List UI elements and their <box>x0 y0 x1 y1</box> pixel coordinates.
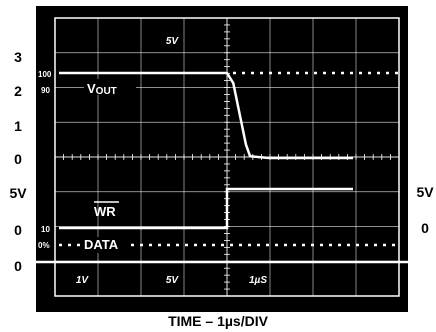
left-scale-label: 2 <box>14 83 22 99</box>
trace-vout <box>59 71 353 160</box>
x-axis-label: TIME – 1µs/DIV <box>168 313 269 329</box>
right-scale-label: 5V <box>416 184 434 200</box>
left-scale: 3 2 1 0 5V 0 0 <box>9 49 27 274</box>
trace-wr <box>59 187 353 230</box>
svg-text:WR: WR <box>94 204 116 219</box>
percent-label: 90 <box>41 86 50 95</box>
bottom-label: 1V <box>76 275 90 286</box>
left-scale-label: 0 <box>14 222 22 238</box>
bottom-label: 1µS <box>249 275 267 286</box>
left-scale-label: 0 <box>14 258 22 274</box>
percent-label: 100 <box>38 70 52 79</box>
screen-top-label: 5V <box>166 36 180 47</box>
percent-label: 10 <box>41 225 50 234</box>
left-scale-label: 0 <box>14 151 22 167</box>
right-scale-label: 0 <box>421 220 429 236</box>
left-scale-label: 5V <box>9 185 27 201</box>
left-scale-label: 1 <box>14 118 22 134</box>
series-label-wr: WR <box>94 201 119 219</box>
left-scale-label: 3 <box>14 49 22 65</box>
svg-text:DATA: DATA <box>84 237 119 252</box>
bottom-label: 5V <box>166 275 180 286</box>
series-label-vout: VOUT <box>84 79 136 97</box>
percent-label: 0% <box>38 241 50 250</box>
right-scale: 5V 0 <box>416 184 434 236</box>
series-label-data: DATA <box>82 237 128 253</box>
